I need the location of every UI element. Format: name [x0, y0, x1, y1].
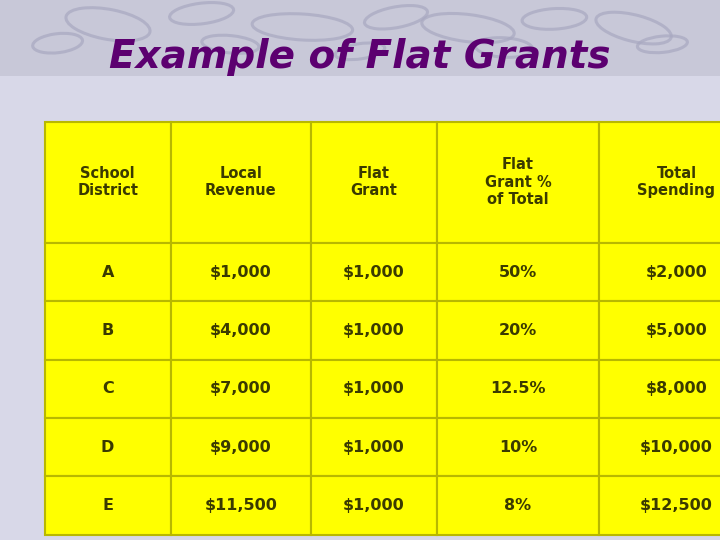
Text: $1,000: $1,000: [343, 440, 405, 455]
FancyBboxPatch shape: [0, 0, 720, 76]
Text: 8%: 8%: [505, 498, 531, 513]
FancyBboxPatch shape: [45, 418, 171, 476]
Text: $11,500: $11,500: [204, 498, 277, 513]
Text: $4,000: $4,000: [210, 323, 271, 338]
Text: Local
Revenue: Local Revenue: [205, 166, 276, 198]
Text: $9,000: $9,000: [210, 440, 271, 455]
Text: $1,000: $1,000: [343, 498, 405, 513]
FancyBboxPatch shape: [437, 301, 599, 360]
FancyBboxPatch shape: [437, 122, 599, 243]
FancyBboxPatch shape: [437, 360, 599, 418]
Text: A: A: [102, 265, 114, 280]
FancyBboxPatch shape: [311, 122, 437, 243]
FancyBboxPatch shape: [599, 360, 720, 418]
Text: 10%: 10%: [499, 440, 537, 455]
Text: 50%: 50%: [499, 265, 537, 280]
Text: $1,000: $1,000: [343, 323, 405, 338]
FancyBboxPatch shape: [437, 418, 599, 476]
FancyBboxPatch shape: [45, 122, 171, 243]
Text: D: D: [101, 440, 114, 455]
FancyBboxPatch shape: [45, 360, 171, 418]
FancyBboxPatch shape: [437, 476, 599, 535]
FancyBboxPatch shape: [311, 301, 437, 360]
FancyBboxPatch shape: [599, 476, 720, 535]
Text: $1,000: $1,000: [343, 381, 405, 396]
FancyBboxPatch shape: [45, 301, 171, 360]
Text: E: E: [102, 498, 113, 513]
Text: $2,000: $2,000: [646, 265, 707, 280]
Text: $1,000: $1,000: [210, 265, 271, 280]
FancyBboxPatch shape: [311, 360, 437, 418]
Text: $1,000: $1,000: [343, 265, 405, 280]
FancyBboxPatch shape: [311, 476, 437, 535]
FancyBboxPatch shape: [311, 418, 437, 476]
FancyBboxPatch shape: [599, 418, 720, 476]
Text: $10,000: $10,000: [640, 440, 713, 455]
Text: Flat
Grant %
of Total: Flat Grant % of Total: [485, 157, 552, 207]
Text: $7,000: $7,000: [210, 381, 271, 396]
Text: School
District: School District: [77, 166, 138, 198]
Text: $8,000: $8,000: [646, 381, 707, 396]
Text: Example of Flat Grants: Example of Flat Grants: [109, 38, 611, 76]
FancyBboxPatch shape: [599, 122, 720, 243]
Text: $5,000: $5,000: [646, 323, 707, 338]
FancyBboxPatch shape: [599, 243, 720, 301]
FancyBboxPatch shape: [171, 418, 311, 476]
FancyBboxPatch shape: [45, 243, 171, 301]
Text: C: C: [102, 381, 114, 396]
FancyBboxPatch shape: [171, 476, 311, 535]
FancyBboxPatch shape: [45, 476, 171, 535]
Text: Flat
Grant: Flat Grant: [351, 166, 397, 198]
Text: B: B: [102, 323, 114, 338]
FancyBboxPatch shape: [171, 301, 311, 360]
FancyBboxPatch shape: [437, 243, 599, 301]
FancyBboxPatch shape: [311, 243, 437, 301]
FancyBboxPatch shape: [171, 360, 311, 418]
FancyBboxPatch shape: [171, 122, 311, 243]
FancyBboxPatch shape: [599, 301, 720, 360]
Text: 12.5%: 12.5%: [490, 381, 546, 396]
Text: Total
Spending: Total Spending: [637, 166, 716, 198]
Text: $12,500: $12,500: [640, 498, 713, 513]
Text: 20%: 20%: [499, 323, 537, 338]
FancyBboxPatch shape: [171, 243, 311, 301]
